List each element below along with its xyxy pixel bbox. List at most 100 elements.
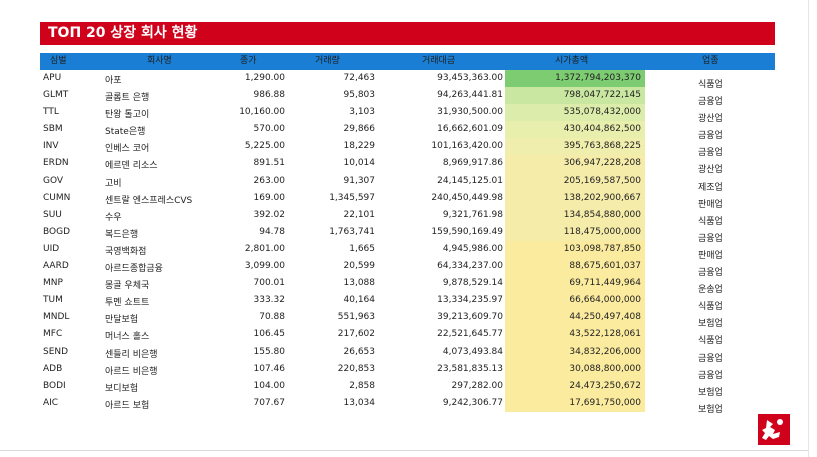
cell-price: 94.78 [259, 226, 285, 237]
cell-sector: 식품업 [698, 302, 723, 313]
cell-symbol: AARD [43, 261, 69, 272]
cell-symbol: TUM [43, 295, 63, 306]
table-row: GOV 고비 263.00 91,307 24,145,125.01 205,169,58… [40, 172, 775, 193]
cell-value: 31,930,500.00 [437, 107, 503, 118]
cell-value: 93,453,363.00 [437, 73, 503, 83]
cell-value: 94,263,441.81 [437, 90, 503, 101]
cell-sector: 보험업 [698, 319, 723, 330]
cell-price: 10,160.00 [239, 107, 285, 118]
cell-value: 9,878,529.14 [442, 278, 503, 289]
cell-company: 아르드종합금융 [105, 264, 163, 275]
cell-market-cap: 103,098,787,850 [505, 240, 645, 259]
cell-company: 골롬트 은행 [105, 93, 150, 104]
cell-volume: 3,103 [349, 107, 375, 118]
cell-price: 2,801.00 [244, 243, 285, 254]
cell-price: 700.01 [253, 278, 286, 289]
cell-price: 570.00 [253, 124, 286, 135]
cell-market-cap: 69,711,449,964 [505, 275, 645, 293]
cell-volume: 220,853 [337, 363, 375, 374]
cell-symbol: GOV [43, 175, 64, 186]
header-value: 거래대금 [422, 56, 456, 66]
cell-value: 24,145,125.01 [437, 175, 503, 186]
cell-market-cap: 66,664,000,000 [505, 292, 645, 310]
cell-value: 9,242,306.77 [442, 397, 503, 408]
logo-icon [758, 414, 790, 445]
cell-value: 16,662,601.09 [437, 124, 503, 135]
cell-volume: 22,101 [343, 209, 376, 220]
cell-sector: 제조업 [698, 182, 723, 193]
cell-value: 13,334,235.97 [437, 295, 503, 306]
cell-market-cap: 205,169,587,500 [505, 172, 645, 190]
cell-price: 107.46 [253, 363, 286, 374]
cell-symbol: TTL [43, 107, 59, 118]
cell-value: 39,213,609.70 [437, 312, 503, 323]
cell-volume: 26,653 [343, 346, 376, 357]
table-row: TTL 탄왕 톨고이 10,160.00 3,103 31,930,500.00 535,… [40, 104, 775, 125]
cell-price: 70.88 [259, 312, 285, 323]
cell-market-cap: 535,078,432,000 [505, 104, 645, 122]
cell-sector: 광산업 [698, 114, 723, 125]
cell-company: 센들리 비은행 [105, 349, 158, 360]
cell-volume: 1,763,741 [329, 226, 375, 237]
cell-sector: 금융업 [698, 268, 723, 279]
cell-company: 복드은행 [105, 229, 139, 240]
cell-company: 수우 [105, 212, 122, 223]
cell-sector: 식품업 [698, 80, 723, 90]
cell-price: 392.02 [253, 209, 286, 220]
cell-value: 159,590,169.49 [431, 226, 503, 237]
table-row: AIC 아르드 보험 707.67 13,034 9,242,306.77 17,691,… [40, 394, 775, 415]
cell-market-cap: 30,088,800,000 [505, 360, 645, 378]
table-row: UID 국영백화점 2,801.00 1,665 4,945,986.00 103,098… [40, 240, 775, 261]
cell-company: 보디보험 [105, 383, 139, 394]
cell-sector: 금융업 [698, 148, 723, 159]
cell-market-cap: 1,372,794,203,370 [505, 70, 645, 88]
header-company: 회사명 [147, 56, 172, 66]
cell-price: 169.00 [253, 192, 286, 203]
page-edge-bottom [0, 450, 808, 451]
table-row: TUM 투멘 쇼트트 333.32 40,164 13,334,235.97 66,664… [40, 292, 775, 313]
cell-volume: 91,307 [343, 175, 376, 186]
cell-market-cap: 44,250,497,408 [505, 309, 645, 327]
cell-value: 101,163,420.00 [431, 141, 503, 152]
cell-symbol: ERDN [43, 158, 69, 169]
cell-symbol: ADB [43, 363, 63, 374]
table-row: APU 아포 1,290.00 72,463 93,453,363.00 1,372,79… [40, 70, 775, 90]
cell-sector: 금융업 [698, 97, 723, 108]
cell-volume: 13,088 [343, 278, 376, 289]
cell-symbol: GLMT [43, 90, 69, 101]
cell-market-cap: 430,404,862,500 [505, 121, 645, 139]
cell-value: 4,073,493.84 [442, 346, 503, 357]
cell-sector: 판매업 [698, 199, 723, 210]
page-title: TOΠ 20 상장 회사 현황 [40, 22, 775, 45]
cell-sector: 판매업 [698, 250, 723, 261]
cell-volume: 1,665 [349, 243, 375, 254]
cell-volume: 551,963 [337, 312, 375, 323]
page-edge [808, 0, 809, 457]
cell-company: 센트랄 엔스프레스CVS [105, 195, 193, 206]
cell-value: 8,969,917.86 [442, 158, 503, 169]
header-sector: 업종 [702, 56, 719, 66]
cell-volume: 20,599 [343, 261, 376, 272]
cell-symbol: UID [43, 243, 60, 254]
table-row: SUU 수우 392.02 22,101 9,321,761.98 134,854,880… [40, 206, 775, 227]
cell-symbol: CUMN [43, 192, 71, 203]
cell-market-cap: 43,522,128,061 [505, 326, 645, 344]
cell-company: 아포 [105, 76, 122, 86]
header-price: 종가 [240, 56, 257, 66]
cell-symbol: SUU [43, 209, 62, 220]
cell-company: 투멘 쇼트트 [105, 298, 150, 309]
cell-sector: 광산업 [698, 165, 723, 176]
cell-volume: 1,345,597 [329, 192, 375, 203]
cell-volume: 72,463 [343, 73, 376, 83]
cell-volume: 10,014 [343, 158, 376, 169]
cell-volume: 18,229 [343, 141, 376, 152]
cell-sector: 식품업 [698, 336, 723, 347]
cell-market-cap: 34,832,206,000 [505, 343, 645, 361]
header-market-cap: 시가총액 [555, 56, 589, 66]
cell-company: 국영백화점 [105, 246, 147, 257]
cell-price: 263.00 [253, 175, 286, 186]
cell-company: 몽골 우체국 [105, 281, 150, 292]
cell-company: 아르드 비은행 [105, 366, 158, 377]
cell-symbol: BODI [43, 380, 66, 391]
cell-market-cap: 306,947,228,208 [505, 155, 645, 173]
